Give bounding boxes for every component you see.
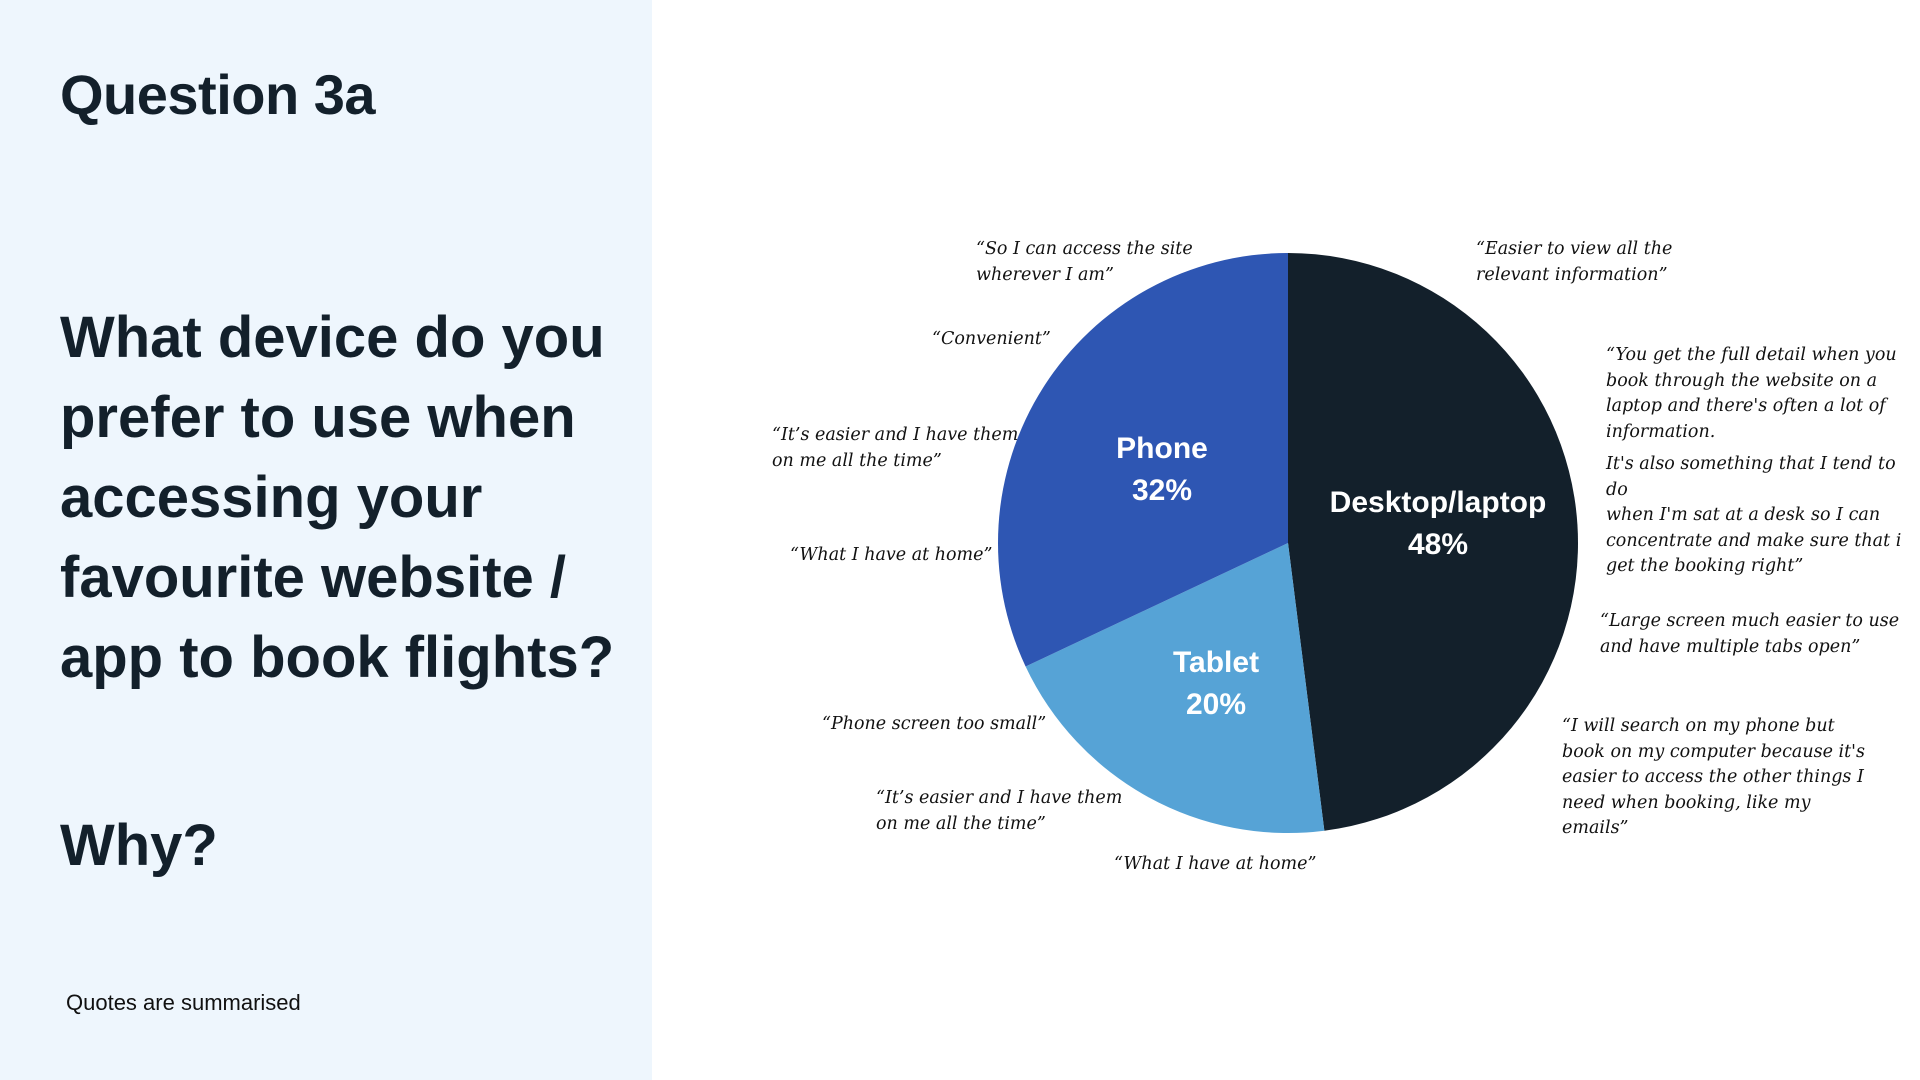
quote-desktop-4: “Large screen much easier to use and hav… xyxy=(1600,611,1900,657)
quote-desktop-2: “You get the full detail when you book t… xyxy=(1606,345,1897,442)
slice-value-tablet: 20% xyxy=(1186,688,1246,721)
quote-tablet-1: “Phone screen too small” xyxy=(822,714,1047,734)
quote-phone-1: “So I can access the site wherever I am” xyxy=(976,239,1193,285)
quote-desktop-1: “Easier to view all the relevant informa… xyxy=(1476,239,1673,285)
pie-slice-phone xyxy=(997,253,1288,667)
pie-slice-tablet xyxy=(1025,543,1325,833)
question-text: What device do you prefer to use when ac… xyxy=(60,305,615,690)
slice-label-desktop: Desktop/laptop xyxy=(1330,486,1547,519)
quote-tablet-2: “It’s easier and I have them on me all t… xyxy=(876,788,1123,834)
quote-desktop-3: It's also something that I tend to do wh… xyxy=(1606,454,1902,576)
slice-label-tablet: Tablet xyxy=(1173,646,1259,679)
footnote: Quotes are summarised xyxy=(66,990,301,1015)
question-number: Question 3a xyxy=(60,63,376,126)
quote-phone-2: “Convenient” xyxy=(932,329,1051,349)
slice-value-desktop: 48% xyxy=(1408,528,1468,561)
pie-slice-desktop xyxy=(1288,253,1578,831)
left-panel: Question 3a What device do you prefer to… xyxy=(0,0,652,1080)
quote-phone-4: “What I have at home” xyxy=(790,545,993,565)
slice-value-phone: 32% xyxy=(1132,474,1192,507)
quote-tablet-3: “What I have at home” xyxy=(1114,854,1317,874)
slice-label-phone: Phone xyxy=(1116,432,1208,465)
quote-phone-3: “It’s easier and I have them on me all t… xyxy=(772,425,1019,471)
quote-desktop-5: “I will search on my phone but book on m… xyxy=(1562,716,1865,838)
why-heading: Why? xyxy=(60,813,218,878)
